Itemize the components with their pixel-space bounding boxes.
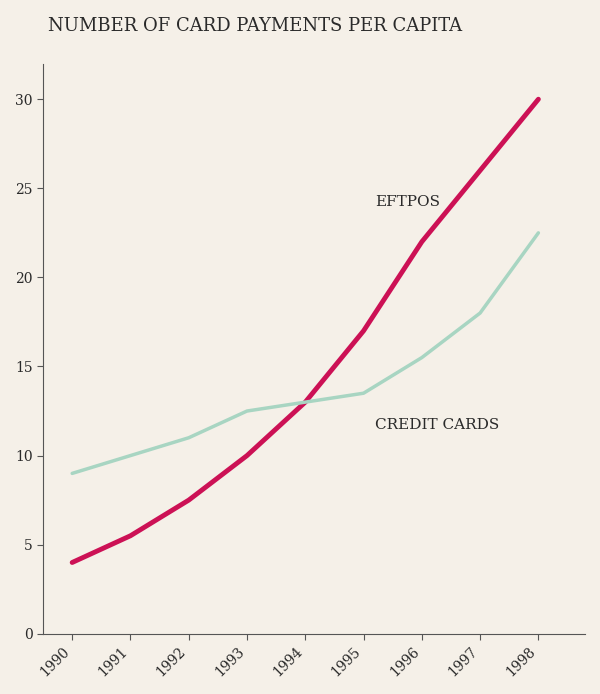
Text: NUMBER OF CARD PAYMENTS PER CAPITA: NUMBER OF CARD PAYMENTS PER CAPITA <box>48 17 462 35</box>
Text: CREDIT CARDS: CREDIT CARDS <box>375 418 499 432</box>
Text: EFTPOS: EFTPOS <box>375 195 440 209</box>
